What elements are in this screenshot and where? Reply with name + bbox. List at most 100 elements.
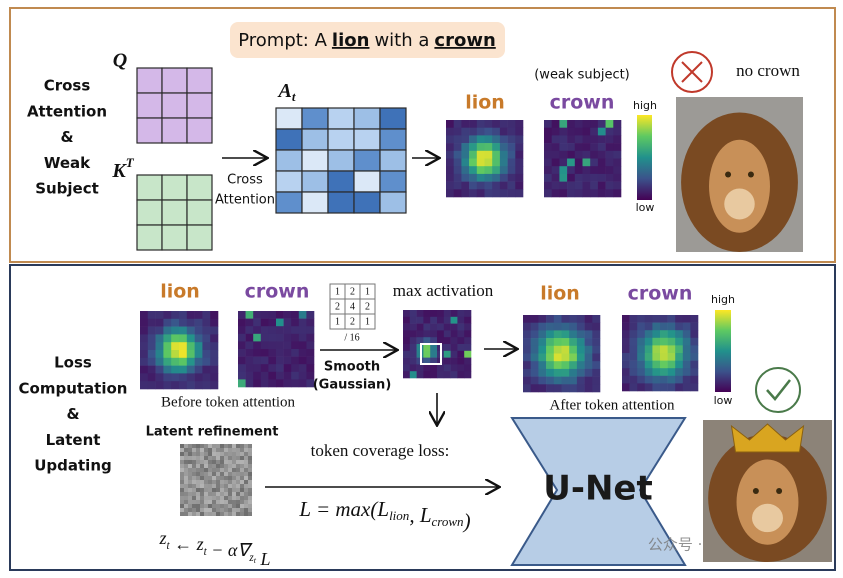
heatmap-cell [155,373,164,382]
heatmap-cell [484,173,493,182]
noise-cell [236,508,240,512]
heatmap-cell [163,357,172,366]
noise-cell [192,456,196,460]
matrix-cell [301,107,329,130]
noise-cell [200,468,204,472]
kernel-value: 2 [365,301,370,312]
heatmap-cell [423,344,431,352]
heatmap-cell [675,375,684,384]
noise-cell [216,460,220,464]
noise-cell [244,500,248,504]
heatmap-cell [171,318,180,327]
heatmap-cell [629,360,638,369]
noise-cell [240,476,244,480]
heatmap-cell [652,322,661,331]
heatmap-cell [515,120,524,128]
heatmap-cell [306,364,315,373]
heatmap-cell [629,322,638,331]
heatmap-cell [553,338,562,347]
noise-cell [180,456,184,460]
noise-cell [188,472,192,476]
heatmap-cell [298,356,307,365]
heatmap-cell [652,360,661,369]
noise-cell [184,504,188,508]
heatmap-cell [476,150,485,159]
heatmap-cell [559,189,568,198]
heatmap-cell [298,379,307,388]
heatmap-cell [546,330,555,339]
noise-cell [224,480,228,484]
heatmap-cell [507,127,516,136]
kernel-cell [359,313,376,330]
heatmap-cell [461,150,470,159]
heatmap-cell [515,150,524,159]
noise-cell [208,484,212,488]
noise-cell [200,448,204,452]
noise-cell [244,508,248,512]
heatmap-cell [457,316,465,324]
noise-cell [228,484,232,488]
noise-cell [196,452,200,456]
noise-cell [236,488,240,492]
heatmap-cell [461,127,470,136]
heatmap-cell [147,365,156,374]
heatmap-cell [544,120,552,128]
heatmap-cell [403,350,411,358]
heatmap-cell [464,323,472,331]
noise-cell [248,448,252,452]
heatmap-cell [202,334,211,343]
heatmap-cell [484,158,493,167]
noise-cell [248,484,252,488]
noise-cell [180,444,184,448]
heatmap-cell [140,318,149,327]
noise-cell [200,480,204,484]
heatmap-cell [567,173,576,182]
heatmap-cell [450,357,458,365]
heatmap-cell [582,135,591,144]
heatmap-cell [574,166,583,175]
heatmap-cell [179,326,188,335]
heatmap-cell [551,150,560,159]
heatmap-cell [629,353,638,361]
noise-cell [208,488,212,492]
heatmap-cell [423,364,431,372]
matrix-cell [136,92,163,119]
noise-cell [232,468,236,472]
noise-cell [224,496,228,500]
noise-cell [236,464,240,468]
formula-part: L [256,549,271,569]
heatmap-cell [523,368,531,377]
heatmap-cell [430,371,438,379]
heatmap-cell [492,120,501,128]
heatmap-cell [163,342,172,351]
noise-cell [236,460,240,464]
heatmap-cell [507,120,516,128]
noise-cell [208,452,212,456]
heatmap-cell [553,361,562,370]
heatmap-cell [690,375,699,384]
heatmap-cell [622,360,630,369]
noise-cell [248,456,252,460]
heatmap-cell [403,344,411,352]
heatmap-cell [276,371,284,380]
heatmap-cell [430,350,438,358]
heatmap-cell [538,315,547,323]
heatmap-cell [569,315,578,323]
noise-cell [212,512,216,516]
matrix-cell [353,149,381,172]
heatmap-cell [469,173,478,182]
noise-cell [196,464,200,468]
noise-cell [184,472,188,476]
formula-part: ) [463,509,471,533]
section-label: Cross [44,77,91,95]
noise-cell [196,496,200,500]
matrix-cell [275,191,303,214]
matrix-cell [301,149,329,172]
noise-cell [248,512,252,516]
heatmap-cell [544,158,552,167]
heatmap-cell [194,373,203,382]
noise-cell [180,452,184,456]
heatmap-cell [430,364,438,372]
heatmap-cell [194,350,203,359]
heatmap-cell [515,158,524,167]
